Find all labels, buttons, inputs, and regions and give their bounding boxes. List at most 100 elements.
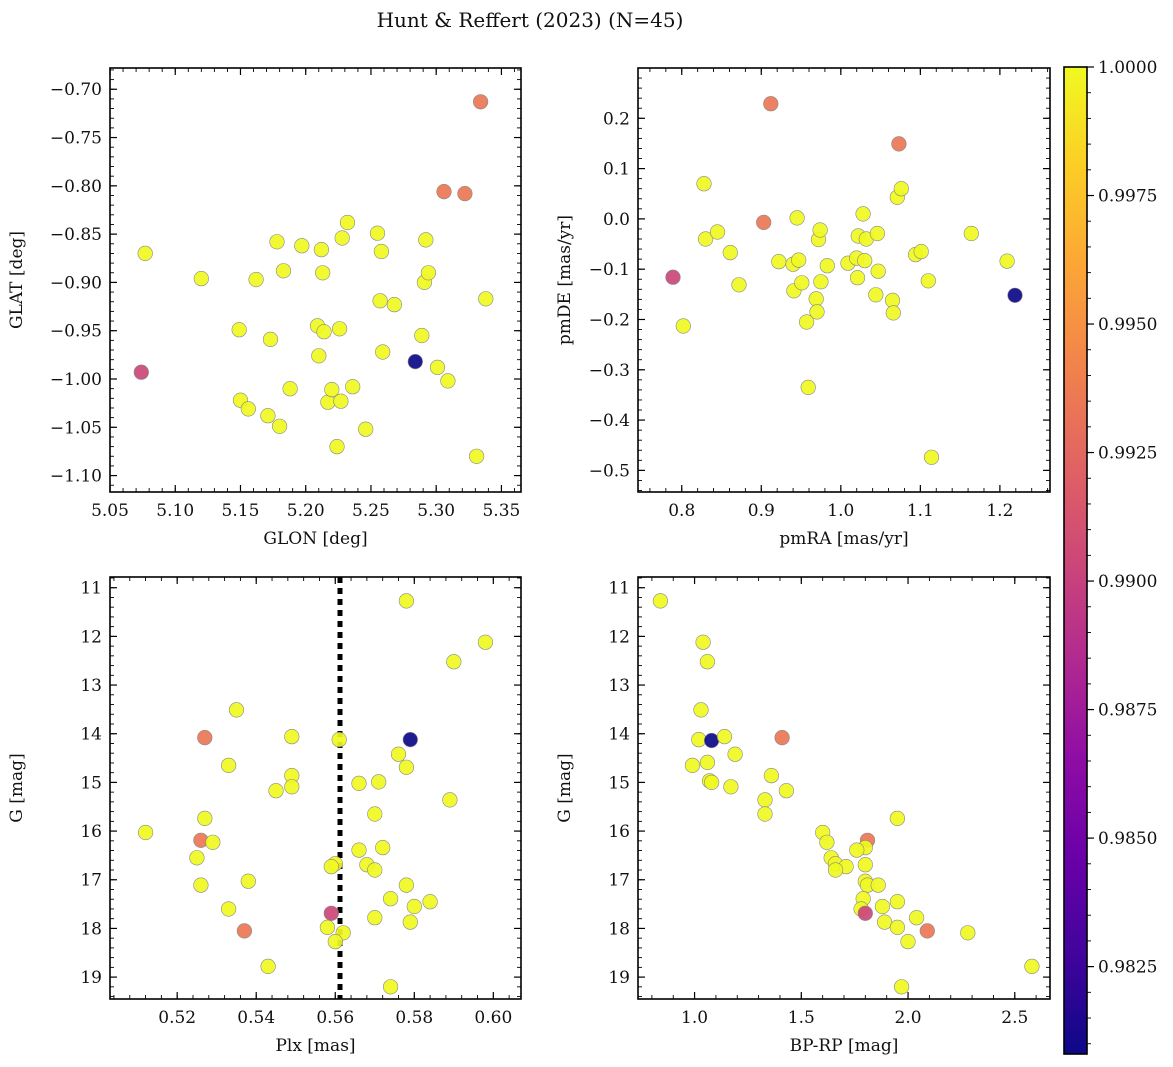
data-point — [870, 263, 886, 279]
x-tick-label: 0.8 — [668, 501, 695, 521]
y-tick-label: −0.3 — [589, 361, 630, 381]
y-tick-label: −0.90 — [50, 273, 102, 293]
colorbar-tick-label: 0.9925 — [1098, 444, 1157, 464]
data-point — [808, 291, 824, 307]
panels: 5.05 5.10 5.15 5.20 5.25 5.30 5.35 −0.70 −0.75 −0… — [7, 67, 1051, 1056]
data-point — [398, 593, 415, 609]
data-point — [248, 271, 264, 288]
data-point — [351, 842, 367, 858]
data-point — [429, 359, 446, 376]
data-point — [324, 382, 340, 398]
data-point — [478, 291, 494, 307]
colorbar-tick-label: 0.9850 — [1098, 829, 1157, 849]
data-point — [870, 877, 886, 893]
x-axis-label: GLON [deg] — [263, 529, 367, 549]
y-tick-label: −0.95 — [50, 322, 102, 342]
data-point — [442, 792, 458, 808]
data-point — [313, 242, 330, 258]
data-point — [889, 919, 906, 936]
data-point — [789, 210, 805, 226]
data-point — [418, 232, 434, 248]
data-point — [722, 245, 738, 261]
y-tick-label: 16 — [80, 822, 102, 842]
data-point — [849, 842, 865, 858]
x-tick-label: 1.1 — [907, 501, 934, 521]
data-point — [197, 729, 213, 746]
data-point — [457, 186, 473, 202]
y-tick-label: −1.05 — [50, 418, 102, 438]
y-tick-label: 19 — [80, 968, 102, 988]
data-point — [367, 862, 383, 878]
x-tick-label: 0.54 — [237, 1008, 275, 1028]
colorbar-tick-label: 0.9950 — [1098, 315, 1157, 335]
data-point — [272, 418, 288, 434]
y-tick-label: 14 — [608, 725, 630, 745]
data-point — [900, 933, 916, 950]
y-tick-label: 19 — [608, 968, 630, 988]
data-point — [885, 305, 901, 321]
data-point — [189, 850, 205, 866]
data-point — [282, 381, 298, 397]
axes-frame — [637, 67, 1051, 493]
y-tick-label: −0.5 — [589, 461, 630, 481]
data-point — [893, 979, 910, 995]
y-tick-label: −0.2 — [589, 310, 630, 330]
data-point — [262, 331, 279, 348]
data-point — [709, 224, 726, 240]
x-tick-label: 2.5 — [1001, 1008, 1028, 1028]
y-tick-label: 15 — [608, 773, 630, 793]
data-point — [857, 905, 873, 921]
data-point — [402, 914, 418, 930]
data-point — [284, 779, 300, 795]
data-point — [327, 933, 343, 950]
data-point — [757, 792, 773, 808]
data-point — [138, 824, 154, 841]
colorbar-gradient — [1064, 67, 1087, 1054]
data-point — [339, 214, 356, 231]
data-point — [857, 857, 873, 873]
y-tick-label: −0.4 — [589, 411, 630, 431]
data-point — [373, 243, 390, 260]
y-axis-label: pmDE [mas/yr] — [555, 215, 575, 345]
y-tick-label: 14 — [80, 725, 102, 745]
data-point — [367, 806, 383, 822]
y-tick-label: −0.85 — [50, 225, 102, 245]
y-tick-label: 0.2 — [603, 109, 630, 129]
data-point — [908, 910, 925, 926]
y-tick-label: −1.10 — [50, 467, 102, 487]
data-point — [1007, 287, 1023, 303]
data-point — [703, 774, 720, 791]
y-tick-label: −0.1 — [589, 260, 630, 280]
data-point — [275, 263, 292, 279]
colorbar-tick-label: 0.9900 — [1098, 572, 1157, 592]
y-tick-label: 0.1 — [603, 160, 630, 180]
data-point — [375, 839, 391, 856]
x-axis-label: pmRA [mas/yr] — [779, 529, 908, 549]
data-point — [332, 321, 348, 337]
data-point — [260, 958, 276, 975]
colorbar-frame — [1063, 66, 1088, 1055]
data-point — [960, 925, 976, 941]
x-tick-label: 5.25 — [352, 501, 390, 521]
x-tick-label: 0.60 — [474, 1008, 512, 1028]
data-point — [855, 206, 871, 222]
data-point — [723, 779, 739, 795]
data-point — [919, 923, 935, 939]
data-point — [857, 253, 873, 269]
data-point — [358, 421, 374, 437]
data-point — [367, 910, 383, 926]
data-point — [331, 731, 347, 748]
data-point — [798, 314, 815, 330]
data-point — [697, 231, 714, 247]
data-point — [703, 732, 720, 749]
data-point — [311, 348, 327, 364]
y-tick-label: 12 — [608, 627, 630, 647]
y-tick-label: 18 — [80, 919, 102, 939]
data-point — [809, 304, 825, 320]
y-tick-label: 11 — [608, 579, 630, 599]
data-point — [665, 269, 681, 285]
y-tick-label: 15 — [80, 773, 102, 793]
data-point — [407, 354, 423, 370]
data-point — [727, 746, 743, 762]
data-point — [699, 654, 716, 670]
